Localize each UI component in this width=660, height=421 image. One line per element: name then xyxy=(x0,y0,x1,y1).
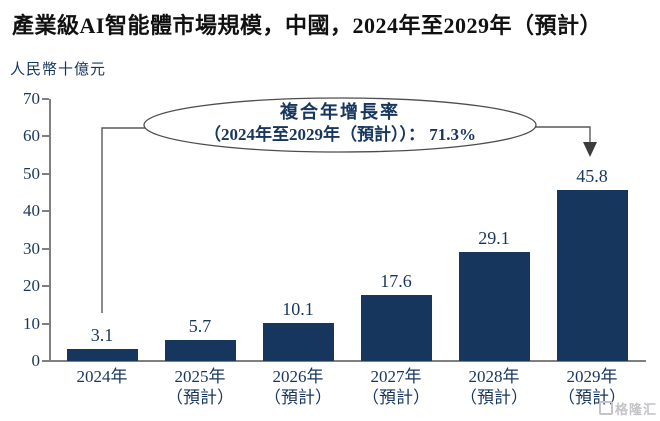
y-axis-tick xyxy=(42,322,49,325)
cagr-label: 複合年增長率 xyxy=(280,102,400,122)
y-axis-line xyxy=(49,99,51,362)
y-axis-tick-label: 70 xyxy=(23,89,40,108)
connector-line-right xyxy=(530,126,591,144)
bar-value-label: 29.1 xyxy=(478,228,510,249)
x-axis-category-label: 2028年 （預計） xyxy=(444,366,544,408)
y-axis-unit-label: 人民幣十億元 xyxy=(10,62,107,78)
bar-value-label: 3.1 xyxy=(90,325,114,346)
x-axis-baseline xyxy=(49,360,646,362)
bar-2025年（預計） xyxy=(164,339,236,361)
bar-2027年（預計） xyxy=(360,295,432,361)
bar-value-label: 45.8 xyxy=(576,165,608,186)
y-axis-tick-label: 0 xyxy=(31,351,41,370)
watermark-logo-icon xyxy=(598,401,613,415)
y-axis-tick-label: 30 xyxy=(23,238,40,258)
watermark: 格隆汇 xyxy=(598,400,657,417)
x-axis-category-label: 2024年 xyxy=(52,366,152,387)
y-axis-tick xyxy=(42,285,49,288)
y-axis-tick xyxy=(42,210,49,213)
connector-line-left xyxy=(101,127,150,313)
x-axis-category-label: 2026年 （預計） xyxy=(248,366,348,408)
bar-2029年（預計） xyxy=(556,189,628,361)
x-axis-category-line: 2028年 xyxy=(468,367,520,386)
watermark-brand: 格隆汇 xyxy=(614,401,657,417)
x-axis-category-line: （預計） xyxy=(460,388,528,407)
chart-title: 產業級AI智能體市場規模，中國，2024年至2029年（預計） xyxy=(12,13,602,38)
x-axis-category-line: （預計） xyxy=(166,388,234,407)
y-axis-tick-label: 50 xyxy=(23,163,40,183)
bar-value-label: 5.7 xyxy=(188,315,212,336)
x-axis-category-line: 2027年 xyxy=(370,367,422,386)
arrowhead-down-icon xyxy=(583,142,597,157)
bar-value-label: 10.1 xyxy=(282,299,314,320)
cagr-annotation-text: 複合年增長率 （2024年至2029年（預計））： 71.3% xyxy=(142,101,538,147)
bar-2028年（預計） xyxy=(458,252,530,361)
y-axis-tick xyxy=(42,247,49,250)
x-axis-category-line: 2029年 xyxy=(566,367,618,386)
x-axis-category-label: 2025年 （預計） xyxy=(150,366,250,408)
y-axis-tick-label: 10 xyxy=(23,313,40,333)
y-axis-tick-label: 20 xyxy=(23,276,40,296)
y-axis-tick xyxy=(42,172,49,175)
y-axis-tick-label: 40 xyxy=(23,201,40,221)
y-axis-tick xyxy=(42,98,49,100)
y-axis-tick-label: 60 xyxy=(23,126,40,146)
x-axis-category-line: 2025年 xyxy=(174,367,226,386)
bar-2026年（預計） xyxy=(262,323,334,361)
x-axis-category-line: 2026年 xyxy=(272,367,324,386)
bar-value-label: 17.6 xyxy=(380,271,412,292)
bar-2024年 xyxy=(66,349,138,361)
cagr-value: （2024年至2029年（預計））： 71.3% xyxy=(204,125,476,144)
y-axis-tick xyxy=(42,135,49,138)
x-axis-category-line: （預計） xyxy=(264,388,332,407)
x-axis-category-label: 2027年 （預計） xyxy=(346,366,446,408)
x-axis-category-line: 2024年 xyxy=(76,367,128,386)
y-axis-tick xyxy=(42,360,49,362)
x-axis-category-line: （預計） xyxy=(362,388,430,407)
